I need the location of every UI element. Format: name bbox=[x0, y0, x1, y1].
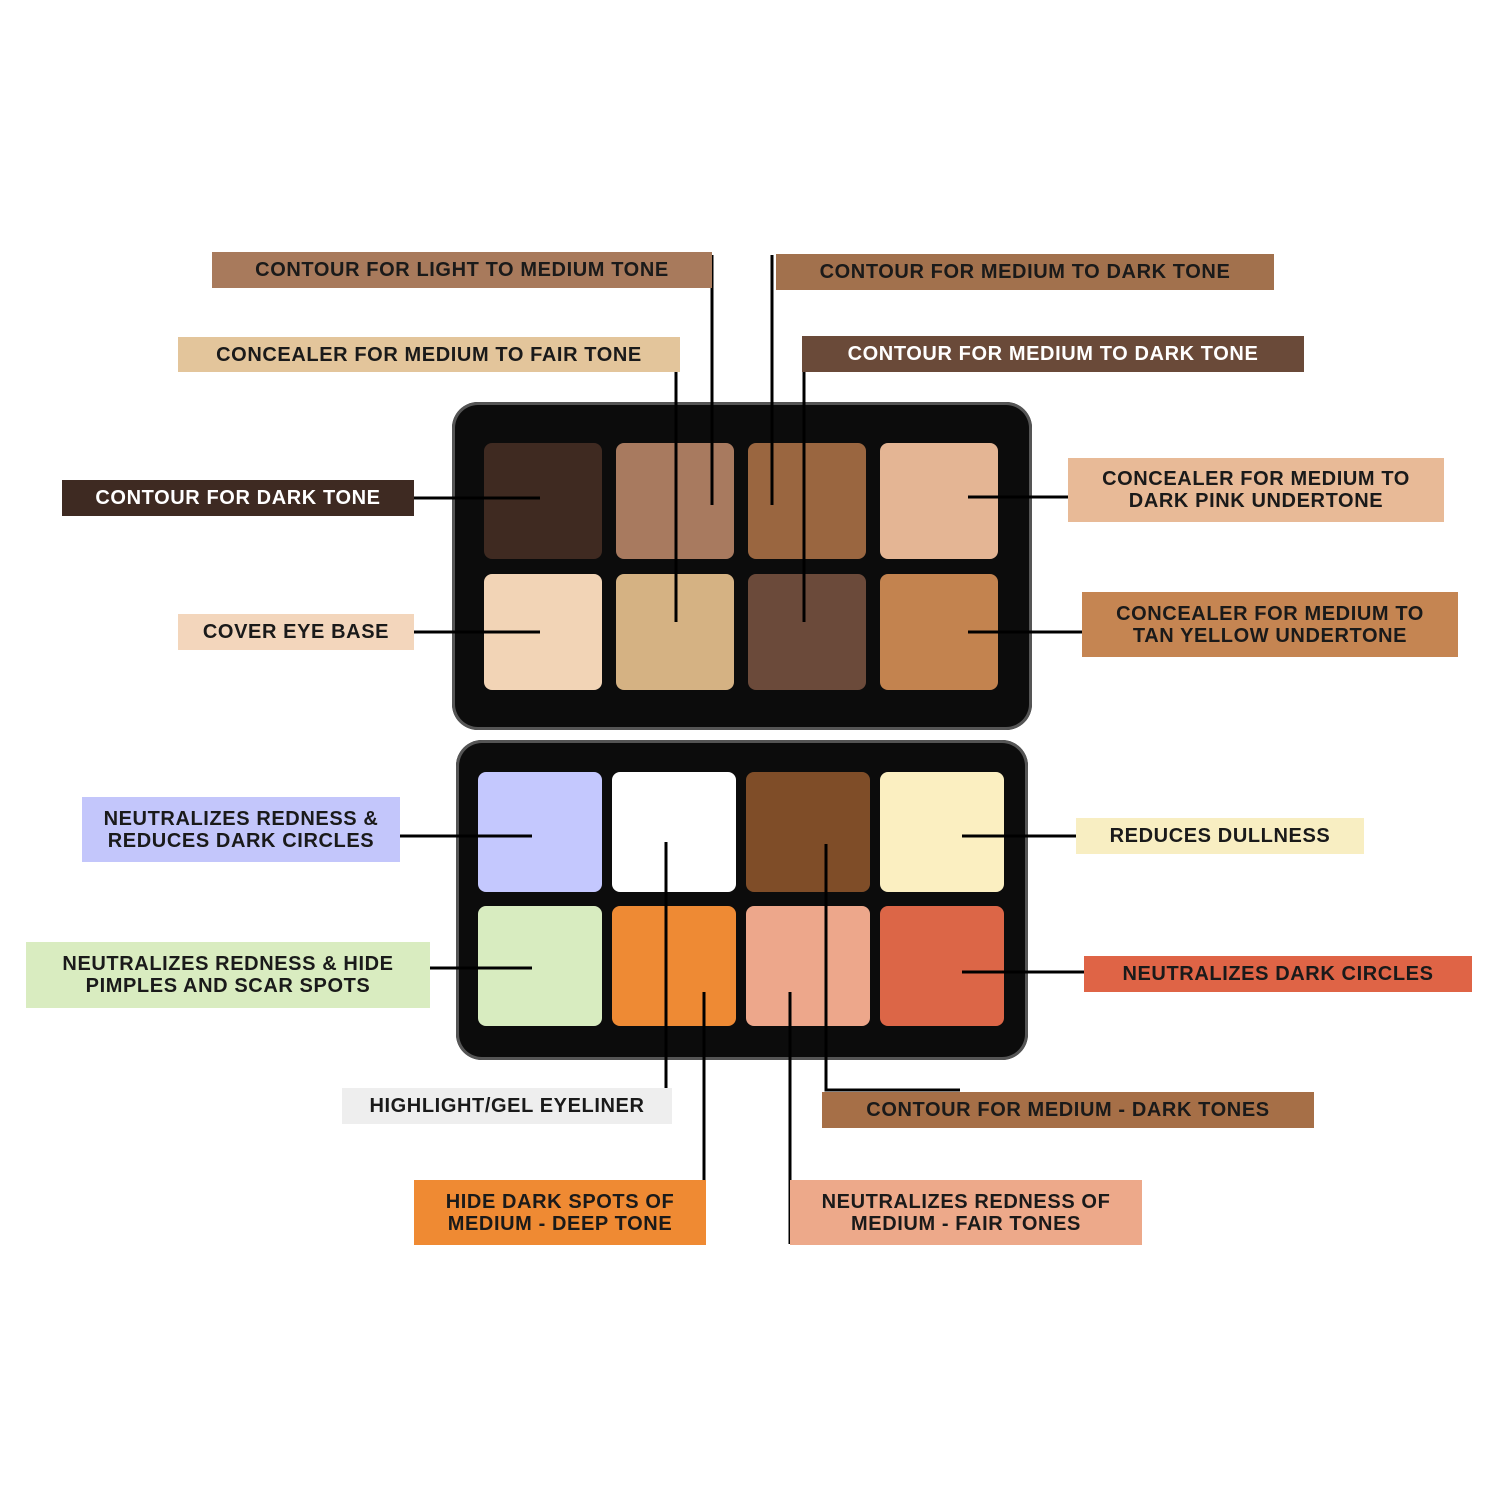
bottom-pan-1 bbox=[478, 772, 602, 892]
bottom-pan-5 bbox=[478, 906, 602, 1026]
bottom-pan-8 bbox=[880, 906, 1004, 1026]
label-contour-light-medium: CONTOUR FOR LIGHT TO MEDIUM TONE bbox=[212, 252, 712, 288]
label-cover-eye-base: COVER EYE BASE bbox=[178, 614, 414, 650]
label-contour-medium-dark-2: CONTOUR FOR MEDIUM TO DARK TONE bbox=[802, 336, 1304, 372]
label-neutralize-redness-fair: NEUTRALIZES REDNESS OF MEDIUM - FAIR TON… bbox=[790, 1180, 1142, 1245]
label-concealer-pink-undertone: CONCEALER FOR MEDIUM TO DARK PINK UNDERT… bbox=[1068, 458, 1444, 522]
label-concealer-medium-fair: CONCEALER FOR MEDIUM TO FAIR TONE bbox=[178, 337, 680, 372]
leader-line bbox=[540, 368, 678, 622]
label-concealer-yellow-undertone: CONCEALER FOR MEDIUM TO TAN YELLOW UNDER… bbox=[1082, 592, 1458, 657]
bottom-pan-6 bbox=[612, 906, 736, 1026]
top-pan-4 bbox=[880, 443, 998, 559]
label-hide-dark-spots: HIDE DARK SPOTS OF MEDIUM - DEEP TONE bbox=[414, 1180, 706, 1245]
label-neutralize-redness-pimples: NEUTRALIZES REDNESS & HIDE PIMPLES AND S… bbox=[26, 942, 430, 1008]
top-pan-7 bbox=[748, 574, 866, 690]
top-pan-3 bbox=[748, 443, 866, 559]
label-neutralize-redness-dark-circles: NEUTRALIZES REDNESS & REDUCES DARK CIRCL… bbox=[82, 797, 400, 862]
bottom-pan-4 bbox=[880, 772, 1004, 892]
leader-line bbox=[824, 844, 960, 1092]
label-contour-medium-dark-1: CONTOUR FOR MEDIUM TO DARK TONE bbox=[776, 254, 1274, 290]
leader-line bbox=[530, 842, 668, 1092]
bottom-pan-7 bbox=[746, 906, 870, 1026]
label-contour-medium-dark-tones: CONTOUR FOR MEDIUM - DARK TONES bbox=[822, 1092, 1314, 1128]
label-highlight-gel-eyeliner: HIGHLIGHT/GEL EYELINER bbox=[342, 1088, 672, 1124]
top-pan-1 bbox=[484, 443, 602, 559]
label-reduces-dullness: REDUCES DULLNESS bbox=[1076, 818, 1364, 854]
label-neutralize-dark-circles: NEUTRALIZES DARK CIRCLES bbox=[1084, 956, 1472, 992]
bottom-pan-2 bbox=[612, 772, 736, 892]
label-contour-dark: CONTOUR FOR DARK TONE bbox=[62, 480, 414, 516]
bottom-pan-3 bbox=[746, 772, 870, 892]
leader-line bbox=[802, 368, 938, 622]
